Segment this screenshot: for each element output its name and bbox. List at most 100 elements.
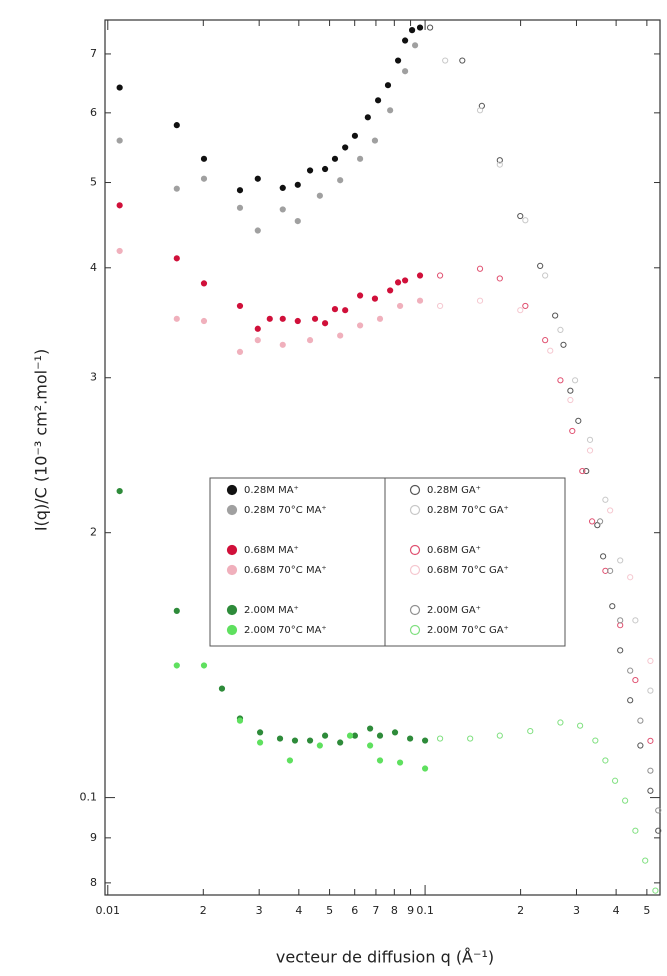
data-point	[396, 302, 404, 310]
data-point	[442, 57, 449, 64]
data-point	[592, 737, 599, 744]
legend-marker	[226, 544, 238, 556]
data-point	[602, 496, 609, 503]
data-point	[579, 467, 586, 475]
data-point	[346, 732, 354, 739]
data-point	[416, 272, 424, 279]
data-point	[647, 657, 654, 664]
data-point	[607, 567, 614, 574]
data-point	[200, 175, 208, 182]
data-point	[356, 322, 364, 329]
x-tick-label: 0.1	[416, 904, 434, 917]
data-point	[351, 132, 359, 139]
data-point	[476, 107, 484, 114]
data-point	[256, 739, 264, 746]
data-point	[655, 807, 662, 814]
legend-marker	[409, 624, 421, 636]
data-point	[411, 42, 419, 49]
data-point	[577, 722, 584, 729]
legend-label: 2.00M MA⁺	[244, 605, 299, 616]
data-point	[569, 427, 576, 435]
x-tick-label: 3	[573, 904, 580, 917]
data-point	[391, 729, 399, 736]
data-point	[611, 777, 619, 784]
data-point	[116, 202, 123, 209]
data-point	[588, 518, 596, 525]
legend-box	[209, 477, 386, 647]
data-point	[374, 97, 382, 104]
data-point	[367, 742, 374, 749]
legend-marker	[226, 484, 238, 496]
legend-label: 0.68M GA⁺	[427, 545, 481, 556]
data-point	[364, 114, 371, 121]
legend-label: 0.68M 70°C GA⁺	[427, 565, 509, 576]
data-point	[522, 302, 529, 310]
data-point	[467, 735, 474, 742]
data-point	[200, 280, 208, 287]
legend-box	[384, 477, 566, 647]
data-point	[622, 797, 629, 804]
legend-label: 0.28M 70°C MA⁺	[244, 505, 327, 516]
data-point	[655, 827, 662, 834]
legend-marker	[226, 624, 238, 636]
legend-marker	[409, 564, 421, 576]
data-point	[586, 436, 594, 443]
data-point	[321, 320, 329, 327]
data-point	[387, 107, 394, 114]
data-point	[652, 887, 659, 894]
data-point	[567, 387, 574, 394]
data-point	[316, 192, 323, 199]
legend-marker	[409, 604, 421, 616]
y-tick-label: 3	[90, 371, 97, 384]
x-tick-label: 0.01	[96, 904, 121, 917]
data-point	[637, 717, 644, 724]
data-point	[173, 122, 180, 129]
legend-label: 0.68M 70°C MA⁺	[244, 565, 327, 576]
data-point	[557, 719, 564, 726]
data-point	[236, 204, 244, 211]
data-point	[632, 676, 639, 684]
data-point	[376, 757, 384, 764]
legend-label: 2.00M 70°C MA⁺	[244, 625, 327, 636]
data-point	[200, 155, 208, 162]
x-tick-label: 2	[200, 904, 207, 917]
data-point	[476, 297, 484, 304]
data-point	[436, 302, 444, 310]
x-tick-label: 7	[372, 904, 379, 917]
data-point	[496, 275, 503, 282]
data-point	[294, 317, 301, 325]
data-point	[356, 292, 364, 299]
data-point	[517, 307, 524, 314]
x-tick-label: 2	[517, 904, 524, 917]
data-point	[394, 279, 402, 286]
data-point	[254, 337, 261, 344]
data-point	[416, 24, 424, 31]
data-point	[116, 84, 123, 91]
data-point	[236, 348, 244, 355]
y-tick-label: 4	[90, 261, 97, 274]
data-point	[337, 332, 344, 339]
data-point	[557, 326, 564, 334]
data-point	[542, 337, 549, 344]
data-point	[279, 206, 286, 213]
data-point	[408, 27, 416, 34]
x-tick-label: 6	[351, 904, 358, 917]
data-point	[476, 265, 484, 272]
data-point	[617, 557, 624, 564]
data-point	[337, 177, 344, 184]
data-point	[173, 662, 180, 669]
data-point	[627, 667, 634, 674]
data-point	[647, 687, 654, 694]
data-point	[517, 212, 524, 220]
data-point	[291, 737, 299, 744]
data-point	[236, 187, 244, 194]
data-point	[376, 732, 384, 739]
data-point	[306, 737, 314, 744]
y-tick-label: 2	[90, 526, 97, 539]
data-point	[436, 272, 444, 279]
legend-label: 0.68M MA⁺	[244, 545, 299, 556]
data-point	[266, 315, 273, 322]
data-point	[416, 297, 424, 304]
data-point	[279, 184, 286, 192]
data-point	[384, 82, 392, 89]
